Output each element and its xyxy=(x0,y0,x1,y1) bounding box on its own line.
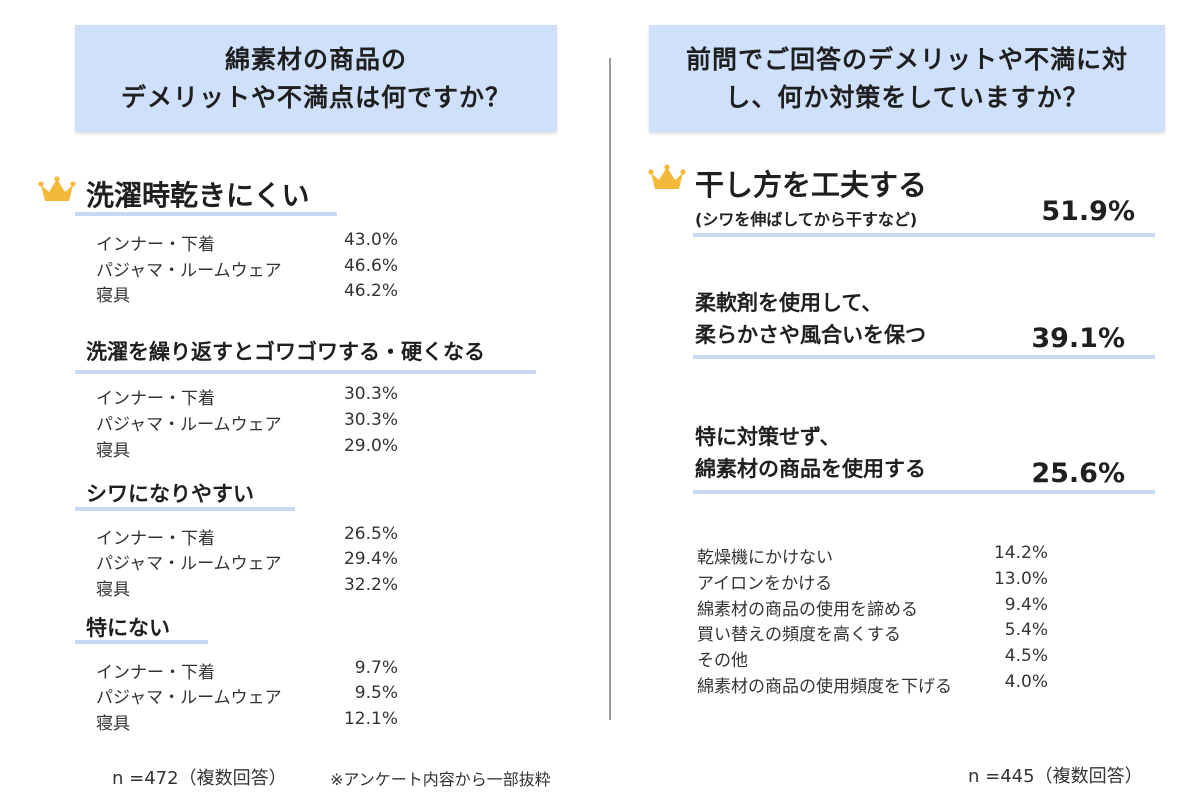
other-item-value: 9.4% xyxy=(1004,595,1048,615)
category-underline xyxy=(75,507,295,511)
row-value: 29.0% xyxy=(343,436,398,456)
row-value: 30.3% xyxy=(343,384,398,404)
category-title: 洗濯時乾きにくい xyxy=(86,179,310,212)
other-item-value: 4.0% xyxy=(1004,672,1048,692)
left-sample-size: n =472（複数回答） xyxy=(112,768,287,789)
other-item-value: 4.5% xyxy=(1004,646,1048,666)
right-header: 前問でご回答のデメリットや不満に対 し、何か対策をしていますか？ xyxy=(649,25,1165,132)
row-value: 32.2% xyxy=(343,575,398,595)
row-value: 46.2% xyxy=(343,281,398,301)
row-value: 43.0% xyxy=(343,230,398,250)
top-item-underline xyxy=(693,355,1155,359)
row-value: 26.5% xyxy=(343,524,398,544)
row-label: 寝具 xyxy=(96,286,130,306)
other-item-value: 13.0% xyxy=(993,569,1048,589)
other-item-label: 綿素材の商品の使用を諦める xyxy=(697,600,918,620)
top-item-title: 特に対策せず、 綿素材の商品を使用する xyxy=(695,425,926,481)
row-label: パジャマ・ルームウェア xyxy=(96,415,282,435)
crown-icon xyxy=(648,164,686,189)
row-label: インナー・下着 xyxy=(96,663,215,683)
top-item-value: 39.1% xyxy=(1031,323,1125,354)
other-item-label: 綿素材の商品の使用頻度を下げる xyxy=(697,677,952,697)
row-value: 9.5% xyxy=(354,683,398,703)
row-value: 12.1% xyxy=(343,709,398,729)
row-value: 46.6% xyxy=(343,256,398,276)
other-item-label: 乾燥機にかけない xyxy=(697,548,833,568)
other-item-label: 買い替えの頻度を高くする xyxy=(697,625,901,645)
top-item-sublabel: (シワを伸ばしてから干すなど) xyxy=(695,210,918,229)
top-item-value: 51.9% xyxy=(1041,196,1135,227)
row-label: インナー・下着 xyxy=(96,389,215,409)
row-value: 29.4% xyxy=(343,549,398,569)
category-underline xyxy=(75,212,337,216)
category-title: シワになりやすい xyxy=(86,482,254,506)
left-footnote-note: ※アンケート内容から一部抜粋 xyxy=(330,770,551,789)
left-header-title: 綿素材の商品の デメリットや不満点は何ですか？ xyxy=(120,44,511,112)
row-label: パジャマ・ルームウェア xyxy=(96,554,282,574)
row-label: 寝具 xyxy=(96,714,130,734)
other-item-value: 5.4% xyxy=(1004,620,1048,640)
top-item-underline xyxy=(693,233,1155,237)
left-header: 綿素材の商品の デメリットや不満点は何ですか？ xyxy=(75,25,557,132)
other-item-label: その他 xyxy=(697,651,748,671)
panel-divider xyxy=(609,58,611,720)
row-label: パジャマ・ルームウェア xyxy=(96,688,282,708)
top-item-underline xyxy=(693,490,1155,494)
category-underline xyxy=(75,640,208,644)
top-item-title: 干し方を工夫する xyxy=(695,168,928,202)
crown-icon xyxy=(38,176,76,201)
row-label: 寝具 xyxy=(96,580,130,600)
row-value: 9.7% xyxy=(354,658,398,678)
category-title: 洗濯を繰り返すとゴワゴワする・硬くなる xyxy=(86,340,485,364)
category-title: 特にない xyxy=(86,616,170,640)
top-item-title: 柔軟剤を使用して、 柔らかさや風合いを保つ xyxy=(695,291,926,347)
top-item-value: 25.6% xyxy=(1031,458,1125,489)
row-label: インナー・下着 xyxy=(96,529,215,549)
right-header-title: 前問でご回答のデメリットや不満に対 し、何か対策をしていますか？ xyxy=(685,44,1128,112)
row-label: 寝具 xyxy=(96,441,130,461)
row-value: 30.3% xyxy=(343,410,398,430)
right-sample-size: n =445（複数回答） xyxy=(968,766,1143,787)
row-label: インナー・下着 xyxy=(96,235,215,255)
category-underline xyxy=(75,370,536,374)
row-label: パジャマ・ルームウェア xyxy=(96,261,282,281)
other-item-label: アイロンをかける xyxy=(697,574,833,594)
other-item-value: 14.2% xyxy=(993,543,1048,563)
